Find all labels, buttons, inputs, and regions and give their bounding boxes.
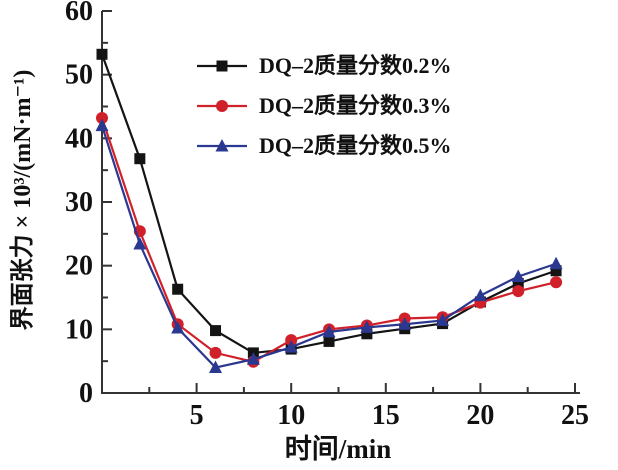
data-series	[95, 48, 563, 374]
legend-label: DQ–2质量分数0.3%	[259, 93, 452, 118]
legend-label: DQ–2质量分数0.2%	[259, 53, 452, 78]
series-1-marker	[512, 285, 525, 298]
series-2-marker	[209, 360, 223, 374]
series-2-marker	[322, 324, 336, 338]
y-tick-label: 40	[65, 123, 93, 154]
legend-item-2: DQ–2质量分数0.5%	[196, 126, 452, 166]
series-2-marker	[133, 237, 147, 250]
chart-legend: DQ–2质量分数0.2% DQ–2质量分数0.3% DQ–2质量分数0.5%	[196, 46, 452, 166]
series-2-marker	[246, 352, 260, 365]
legend-item-1: DQ–2质量分数0.3%	[196, 86, 452, 126]
series-2-marker	[171, 321, 185, 334]
y-tick-label: 10	[65, 314, 93, 345]
series-0-marker	[96, 48, 108, 60]
series-2-marker	[473, 288, 487, 302]
tick-labels: 0 10 20 30 40 50 60 5 10 15 20 25	[65, 0, 589, 431]
series-0-marker	[210, 325, 222, 337]
series-2-marker	[95, 118, 109, 132]
x-tick-label: 15	[372, 400, 400, 431]
legend-triangle-marker-icon	[197, 139, 247, 152]
series-0-marker	[323, 335, 335, 347]
series-0-marker	[550, 265, 562, 277]
series-1-marker	[209, 346, 222, 359]
legend-marker	[216, 100, 228, 112]
x-tick-label: 25	[561, 400, 589, 431]
legend-item-0: DQ–2质量分数0.2%	[196, 46, 452, 86]
legend-marker	[216, 60, 228, 72]
series-1-marker	[96, 111, 108, 124]
y-tick-label: 30	[65, 187, 93, 218]
x-tick-label: 20	[466, 400, 494, 431]
legend-label: DQ–2质量分数0.5%	[259, 133, 452, 158]
series-0-marker	[361, 328, 373, 340]
series-2-marker	[360, 320, 374, 333]
legend-marker	[215, 139, 229, 152]
legend-square-marker-icon	[197, 60, 247, 72]
series-0-marker	[512, 277, 524, 289]
series-2-marker	[436, 313, 450, 326]
legend-circle-marker-icon	[197, 100, 247, 112]
y-axis-label: 界面张力 × 10³/(mN·m⁻¹)	[9, 70, 36, 331]
series-2-marker	[511, 269, 525, 282]
x-axis-label: 时间/min	[285, 434, 392, 464]
y-tick-label: 60	[65, 0, 93, 27]
series-0-marker	[172, 283, 184, 295]
y-tick-label: 20	[65, 251, 93, 282]
x-tick-label: 5	[190, 400, 204, 431]
series-1-marker	[550, 276, 563, 289]
series-0-marker	[134, 153, 146, 165]
series-2-marker	[398, 317, 412, 330]
x-tick-label: 10	[277, 400, 305, 431]
y-tick-label: 0	[79, 378, 93, 409]
series-1-marker	[285, 334, 298, 347]
axes	[101, 10, 580, 394]
y-tick-label: 50	[65, 60, 93, 91]
series-2-marker	[549, 256, 563, 270]
series-2-marker	[284, 340, 298, 353]
